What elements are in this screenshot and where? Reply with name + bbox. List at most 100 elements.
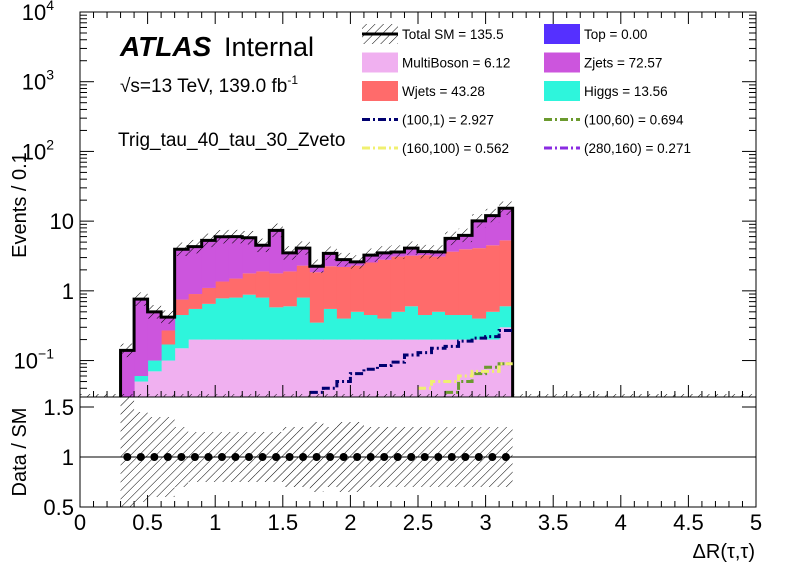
legend-label: MultiBoson = 6.12 <box>402 56 510 71</box>
stack-bar-zjets <box>242 237 257 274</box>
stack-bar-zjets <box>120 350 135 397</box>
stack-bar-zjets <box>228 236 243 279</box>
stack-bar-zjets <box>215 236 230 282</box>
legend-entry: Wjets = 43.28 <box>362 81 485 101</box>
ratio-point <box>326 453 335 461</box>
stack-bar-multiboson <box>323 339 338 397</box>
stack-bar-multiboson <box>269 339 284 397</box>
stack-bar-higgs <box>255 297 270 340</box>
x-tick-label: 2.5 <box>403 510 434 535</box>
stack-bar-wjets <box>445 251 460 316</box>
ratio-y-axis: 0.5 1 1.5 <box>43 395 756 520</box>
stack-bar-multiboson <box>161 360 176 397</box>
stack-bar-higgs <box>269 307 284 340</box>
stack-bar-wjets <box>228 278 243 298</box>
legend-swatch <box>362 81 398 101</box>
stack-bar-higgs <box>161 344 176 361</box>
stack-bar-multiboson <box>201 339 216 397</box>
y-top-tick-label: 102 <box>22 136 54 164</box>
legend-swatch <box>362 52 398 73</box>
ratio-point <box>353 453 362 461</box>
signal-line-(100,1) <box>309 328 513 394</box>
stack-bar-wjets <box>485 245 500 312</box>
stack-bar-multiboson <box>390 339 405 397</box>
stack-bar-multiboson <box>134 381 149 397</box>
stack-bar-higgs <box>323 308 338 340</box>
legend-entry: Zjets = 72.57 <box>544 52 662 73</box>
ratio-point <box>312 453 321 461</box>
ratio-point <box>231 453 240 461</box>
stack-bar-wjets <box>161 330 176 345</box>
x-tick-label: 5 <box>750 510 762 535</box>
stack-bar-multiboson <box>404 339 419 397</box>
stack-bar-zjets <box>485 215 500 246</box>
stack-bar-multiboson <box>499 327 514 397</box>
stack-bar-higgs <box>215 298 230 340</box>
stack-bar-wjets <box>323 266 338 309</box>
legend-label: Wjets = 43.28 <box>402 84 485 99</box>
stack-bar-wjets <box>174 299 189 316</box>
legend-label: (280,160) = 0.271 <box>584 141 691 156</box>
stack-bar-zjets <box>499 208 514 241</box>
ratio-uncertainty-band <box>120 397 135 507</box>
y-top-tick-label: 10−1 <box>14 346 55 374</box>
stack-bar-multiboson <box>174 348 189 397</box>
stack-bar-multiboson <box>282 339 297 397</box>
stack-bar-higgs <box>336 318 351 340</box>
ratio-point <box>204 453 213 461</box>
y-ratio-tick-label: 1.5 <box>43 395 74 420</box>
x-tick-label: 0.5 <box>132 510 163 535</box>
legend-label: (100,1) = 2.927 <box>402 113 494 128</box>
stack-bar-wjets <box>242 273 257 295</box>
stack-bar-multiboson <box>458 339 473 397</box>
stack-bar-wjets <box>282 271 297 307</box>
stack-bar-higgs <box>472 318 487 340</box>
ratio-point <box>177 453 186 461</box>
x-tick-label: 2 <box>344 510 356 535</box>
stack-bar-higgs <box>228 297 243 340</box>
stack-bar-wjets <box>201 287 216 304</box>
ratio-point <box>136 453 145 461</box>
stack-bar-zjets <box>188 246 203 295</box>
stack-bar-multiboson <box>485 339 500 397</box>
stack-bar-multiboson <box>255 339 270 397</box>
stack-bar-zjets <box>134 299 149 377</box>
y-top-tick-label: 1 <box>62 279 74 304</box>
ratio-point <box>407 453 416 461</box>
stack-bar-wjets <box>363 262 378 316</box>
ratio-point <box>258 453 267 461</box>
atlas-status-label: Internal <box>224 32 314 62</box>
stack-bar-multiboson <box>472 339 487 397</box>
ratio-point <box>123 453 132 461</box>
legend-entry: Higgs = 13.56 <box>544 81 668 101</box>
ratio-point <box>461 453 470 461</box>
stack-bar-multiboson <box>188 339 203 397</box>
stack-bar-multiboson <box>215 339 230 397</box>
legend-entry: Top = 0.00 <box>544 24 647 44</box>
stack-bar-higgs <box>282 306 297 340</box>
ratio-point <box>366 453 375 461</box>
ratio-point <box>488 453 497 461</box>
stack-bar-wjets <box>296 265 311 298</box>
stack-bar-higgs <box>309 322 324 340</box>
atlas-label: ATLAS <box>119 31 212 62</box>
ratio-point <box>420 453 429 461</box>
x-tick-label: 0 <box>74 510 86 535</box>
legend-entry: (100,1) = 2.927 <box>362 113 494 128</box>
legend-label: Higgs = 13.56 <box>584 84 668 99</box>
stack-bar-zjets <box>472 220 487 249</box>
stack-bar-multiboson <box>228 339 243 397</box>
legend-label: Top = 0.00 <box>584 27 647 42</box>
stack-bar-multiboson <box>296 339 311 397</box>
y-top-tick-label: 103 <box>22 67 54 95</box>
ratio-point <box>285 453 294 461</box>
x-tick-label: 1 <box>209 510 221 535</box>
stack-bar-higgs <box>390 311 405 340</box>
stack-bar-higgs <box>188 308 203 340</box>
stack-bar-higgs <box>134 376 149 382</box>
x-tick-label: 4 <box>615 510 627 535</box>
stack-bar-higgs <box>201 303 216 340</box>
signal-line-(160,100) <box>418 362 513 390</box>
legend-label: Zjets = 72.57 <box>584 56 662 71</box>
